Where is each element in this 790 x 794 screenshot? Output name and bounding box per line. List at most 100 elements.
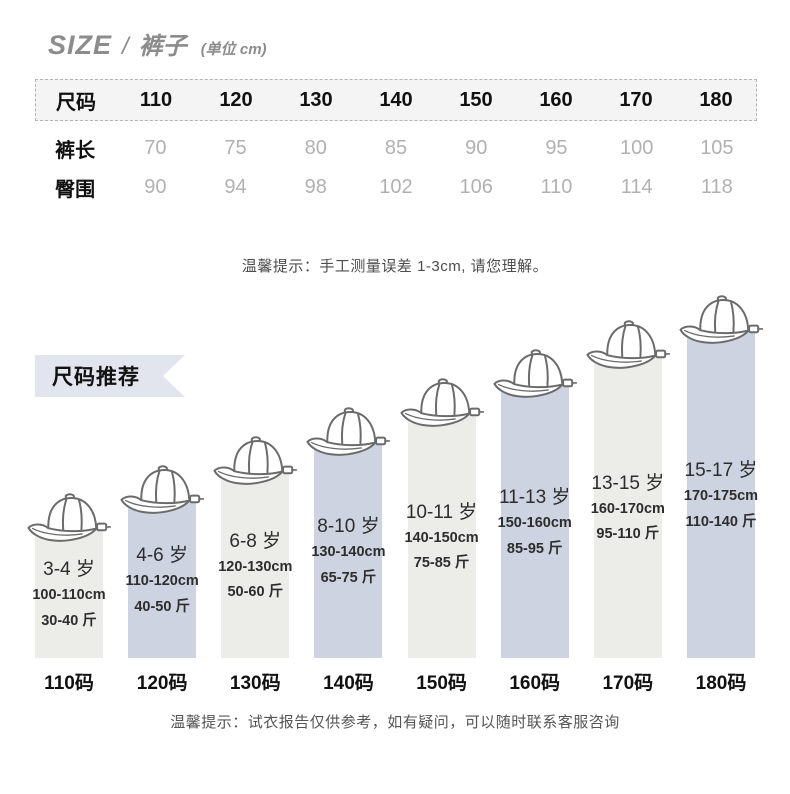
header-cell-180: 180 (699, 88, 733, 111)
title-size-text: SIZE (48, 30, 113, 60)
bar-180: 15-17 岁 170-175cm 110-140 斤 (679, 295, 764, 658)
recommendation-banner: 尺码推荐 (35, 355, 185, 397)
baseball-cap-icon (27, 493, 112, 542)
bar-140-age: 8-10 岁 (317, 516, 380, 538)
size-label-160: 160码 (509, 673, 561, 694)
size-label-130: 130码 (229, 673, 281, 694)
pants-length-140: 85 (384, 137, 408, 159)
size-labels-row: 110码 120码 130码 140码 150码 160码 170码 180码 (35, 668, 755, 695)
pants-length-180: 105 (700, 137, 734, 159)
bar-110-age: 3-4 岁 (43, 559, 95, 581)
bar-120-age: 4-6 岁 (136, 545, 189, 567)
hip-130: 98 (304, 176, 327, 198)
baseball-cap-icon (400, 378, 484, 427)
bar-160: 11-13 岁 150-160cm 85-95 斤 (493, 349, 577, 658)
size-label-180: 180码 (695, 673, 747, 694)
baseball-cap-icon (679, 295, 764, 344)
bar-110-weight: 30-40 斤 (41, 612, 97, 629)
bar-120-height: 110-120cm (125, 573, 199, 590)
size-label-120: 120码 (136, 673, 188, 694)
size-table: 尺码 110 120 130 140 150 160 170 180 裤长 70… (35, 79, 757, 207)
bar-150-height: 140-150cm (404, 529, 479, 546)
bar-160-age: 11-13 岁 (498, 487, 571, 509)
bar-140-height: 130-140cm (311, 544, 386, 561)
fitting-report-note: 温馨提示：试衣报告仅供参考，如有疑问，可以随时联系客服咨询 (170, 714, 620, 731)
bar-160-weight: 85-95 斤 (506, 540, 563, 557)
title-unit-text: (单位 cm) (200, 41, 267, 58)
bar-column-150: 10-11 岁 140-150cm 75-85 斤 (400, 378, 484, 658)
hip-120: 94 (224, 176, 247, 198)
header-cell-130: 130 (299, 88, 333, 111)
bar-130: 6-8 岁 120-130cm 50-60 斤 (213, 436, 298, 658)
size-label-140: 140码 (323, 673, 374, 694)
title-product-text: 裤子 (138, 33, 187, 60)
bar-170: 13-15 岁 160-170cm 95-110 斤 (586, 320, 671, 658)
bar-column-160: 11-13 岁 150-160cm 85-95 斤 (493, 349, 577, 658)
bar-column-130: 6-8 岁 120-130cm 50-60 斤 (213, 436, 298, 658)
bar-column-140: 8-10 岁 130-140cm 65-75 斤 (306, 407, 391, 658)
bar-column-170: 13-15 岁 160-170cm 95-110 斤 (586, 320, 671, 658)
baseball-cap-icon (586, 320, 671, 369)
recommendation-banner-label: 尺码推荐 (52, 366, 140, 389)
hip-170: 114 (620, 176, 653, 198)
pants-length-110: 70 (144, 137, 167, 159)
bar-130-weight: 50-60 斤 (227, 584, 284, 600)
size-table-header-row: 尺码 110 120 130 140 150 160 170 180 (35, 79, 757, 121)
bar-120: 4-6 岁 110-120cm 40-50 斤 (120, 465, 205, 658)
bar-180-height: 170-175cm (683, 488, 759, 505)
header-cell-150: 150 (459, 88, 493, 111)
hip-110: 90 (144, 176, 167, 198)
pants-length-120: 75 (224, 137, 247, 159)
pants-length-150: 90 (465, 137, 488, 159)
bar-130-age: 6-8 岁 (229, 530, 282, 552)
row-label-hip: 臀围 (55, 179, 96, 201)
bars-row: 3-4 岁 100-110cm 30-40 斤 4-6 岁 110-120cm (27, 295, 764, 658)
baseball-cap-icon (120, 465, 205, 514)
bar-110: 3-4 岁 100-110cm 30-40 斤 (27, 493, 112, 658)
baseball-cap-icon (493, 349, 577, 398)
bar-170-weight: 95-110 斤 (596, 526, 660, 542)
bar-170-height: 160-170cm (590, 500, 665, 517)
bar-150-age: 10-11 岁 (405, 501, 478, 523)
bar-column-180: 15-17 岁 170-175cm 110-140 斤 (679, 295, 764, 658)
bar-140: 8-10 岁 130-140cm 65-75 斤 (306, 407, 391, 658)
header-cell-140: 140 (379, 88, 413, 111)
size-label-110: 110码 (44, 673, 94, 694)
pants-length-160: 95 (545, 137, 568, 159)
hip-140: 102 (379, 176, 413, 198)
header-cell-170: 170 (619, 88, 653, 111)
pants-length-170: 100 (619, 137, 654, 159)
row-label-pants-length: 裤长 (55, 140, 96, 162)
measure-tolerance-note: 温馨提示：手工测量误差 1-3cm, 请您理解。 (241, 258, 549, 275)
size-label-170: 170码 (602, 673, 654, 694)
bar-110-height: 100-110cm (32, 587, 106, 604)
size-label-150: 150码 (416, 673, 467, 694)
baseball-cap-icon (213, 436, 298, 485)
bar-160-height: 150-160cm (497, 515, 572, 532)
table-row-hip: 臀围 90 94 98 102 106 110 114 118 (35, 168, 757, 207)
hip-160: 110 (540, 176, 573, 198)
bar-column-110: 3-4 岁 100-110cm 30-40 斤 (27, 493, 112, 658)
header-cell-160: 160 (539, 88, 573, 111)
hip-180: 118 (700, 176, 733, 198)
size-recommendation-chart: 尺码推荐 3-4 岁 100-110cm 30-40 斤 (27, 295, 764, 658)
bar-120-weight: 40-50 斤 (134, 598, 190, 615)
title-separator: / (122, 33, 129, 60)
bar-column-120: 4-6 岁 110-120cm 40-50 斤 (120, 465, 205, 658)
page-title: SIZE / 裤子 (单位 cm) (0, 0, 790, 61)
header-cell-110: 110 (139, 88, 173, 111)
baseball-cap-icon (306, 407, 391, 456)
bar-140-weight: 65-75 斤 (320, 569, 377, 586)
bar-150: 10-11 岁 140-150cm 75-85 斤 (400, 378, 484, 658)
bar-130-height: 120-130cm (218, 558, 293, 575)
bar-150-weight: 75-85 斤 (413, 555, 470, 571)
hip-150: 106 (459, 176, 493, 198)
header-cell-120: 120 (219, 88, 253, 111)
header-cell-size: 尺码 (56, 91, 96, 114)
pants-length-130: 80 (304, 137, 327, 159)
table-row-pants-length: 裤长 70 75 80 85 90 95 100 105 (35, 129, 757, 168)
bar-180-weight: 110-140 斤 (685, 513, 757, 530)
bar-180-age: 15-17 岁 (684, 460, 758, 482)
bar-170-age: 13-15 岁 (591, 472, 665, 494)
